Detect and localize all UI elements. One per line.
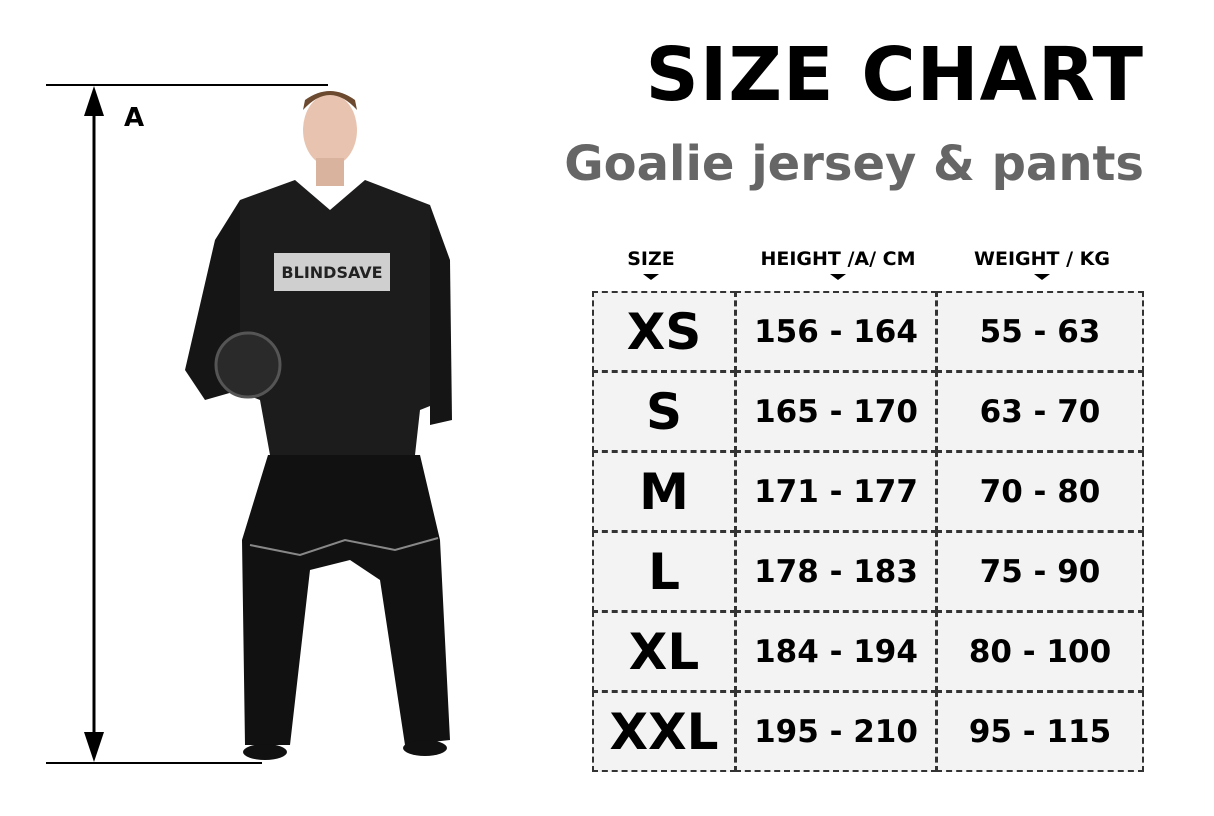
- header-height-label: HEIGHT /A/ CM: [760, 248, 916, 270]
- weight-cell: 80 - 100: [936, 611, 1144, 692]
- measure-label: A: [124, 103, 144, 133]
- table-row: L 178 - 183 75 - 90: [592, 531, 1145, 612]
- header-size-label: SIZE: [627, 248, 675, 270]
- weight-cell: 63 - 70: [936, 371, 1144, 452]
- table-row: M 171 - 177 70 - 80: [592, 451, 1145, 532]
- page-title: SIZE CHART: [645, 32, 1144, 118]
- triangle-down-icon: [643, 274, 659, 280]
- size-cell: S: [592, 371, 736, 452]
- size-cell: L: [592, 531, 736, 612]
- weight-cell: 75 - 90: [936, 531, 1144, 612]
- size-cell: XS: [592, 291, 736, 372]
- header-height: HEIGHT /A/ CM: [737, 248, 939, 280]
- size-cell: XXL: [592, 691, 736, 772]
- goalie-photo: BLINDSAVE: [185, 91, 452, 760]
- header-weight: WEIGHT / KG: [938, 248, 1146, 280]
- table-row: S 165 - 170 63 - 70: [592, 371, 1145, 452]
- height-cell: 195 - 210: [735, 691, 937, 772]
- header-size: SIZE: [593, 248, 709, 280]
- page-subtitle: Goalie jersey & pants: [564, 136, 1144, 192]
- size-table: XS 156 - 164 55 - 63 S 165 - 170 63 - 70…: [592, 291, 1145, 772]
- weight-cell: 70 - 80: [936, 451, 1144, 532]
- weight-cell: 95 - 115: [936, 691, 1144, 772]
- triangle-down-icon: [830, 274, 846, 280]
- height-measure-indicator: A: [46, 84, 328, 764]
- table-row: XXL 195 - 210 95 - 115: [592, 691, 1145, 772]
- header-weight-label: WEIGHT / KG: [974, 248, 1110, 270]
- height-cell: 165 - 170: [735, 371, 937, 452]
- height-cell: 156 - 164: [735, 291, 937, 372]
- height-cell: 184 - 194: [735, 611, 937, 692]
- size-cell: XL: [592, 611, 736, 692]
- table-row: XL 184 - 194 80 - 100: [592, 611, 1145, 692]
- triangle-down-icon: [1034, 274, 1050, 280]
- height-cell: 178 - 183: [735, 531, 937, 612]
- height-cell: 171 - 177: [735, 451, 937, 532]
- weight-cell: 55 - 63: [936, 291, 1144, 372]
- table-row: XS 156 - 164 55 - 63: [592, 291, 1145, 372]
- size-cell: M: [592, 451, 736, 532]
- jersey-logo: BLINDSAVE: [281, 263, 382, 282]
